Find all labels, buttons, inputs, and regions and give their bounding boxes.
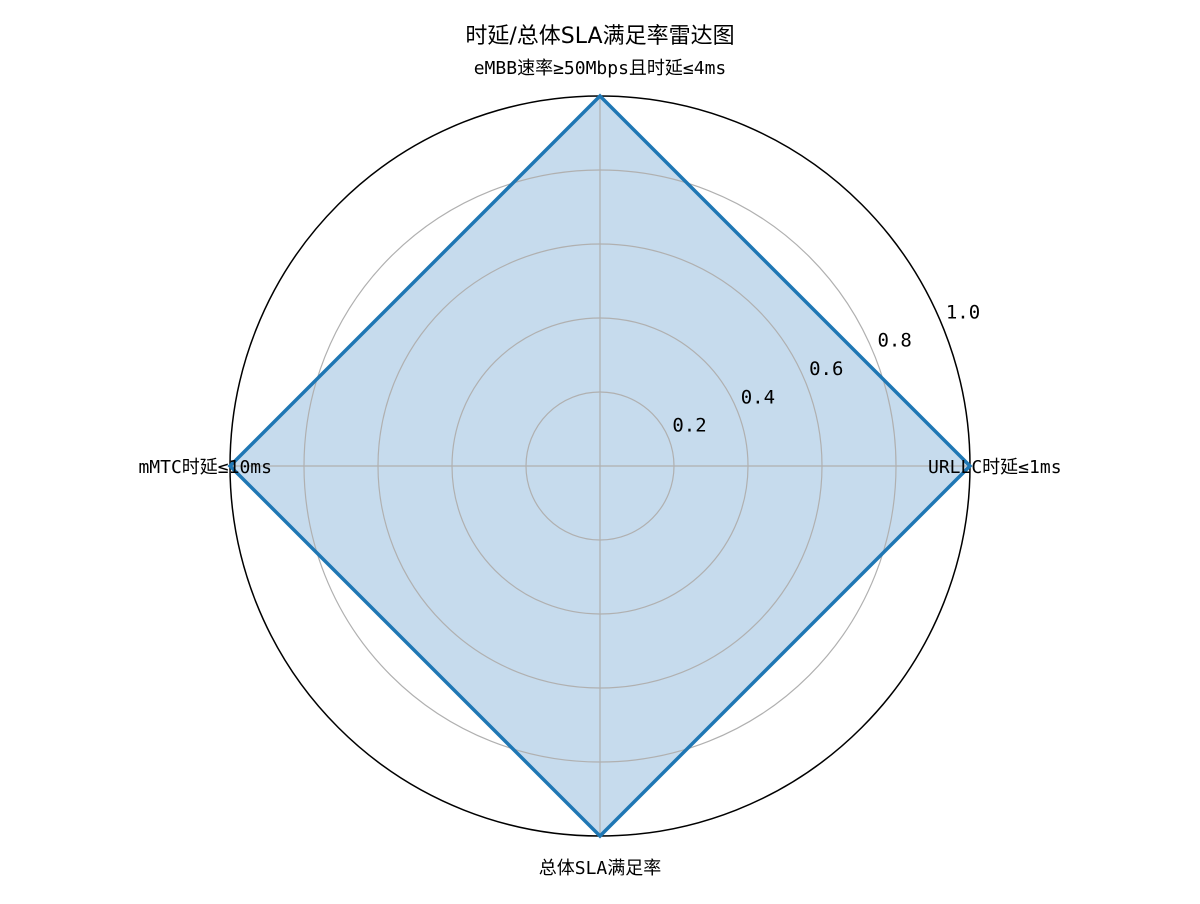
r-tick-label: 0.8 [877, 330, 911, 352]
series-line [227, 93, 973, 839]
category-label: 总体SLA满足率 [539, 858, 662, 879]
r-tick-label: 0.6 [809, 358, 843, 380]
r-tick-label: 1.0 [946, 301, 980, 323]
r-tick-label: 0.4 [741, 386, 775, 408]
r-tick-label: 0.2 [672, 415, 706, 437]
chart-title: 时延/总体SLA满足率雷达图 [465, 24, 735, 49]
category-label: URLLC时延≤1ms [928, 457, 1062, 478]
category-label: mMTC时延≤10ms [138, 457, 272, 478]
category-label: eMBB速率≥50Mbps且时延≤4ms [474, 58, 727, 79]
